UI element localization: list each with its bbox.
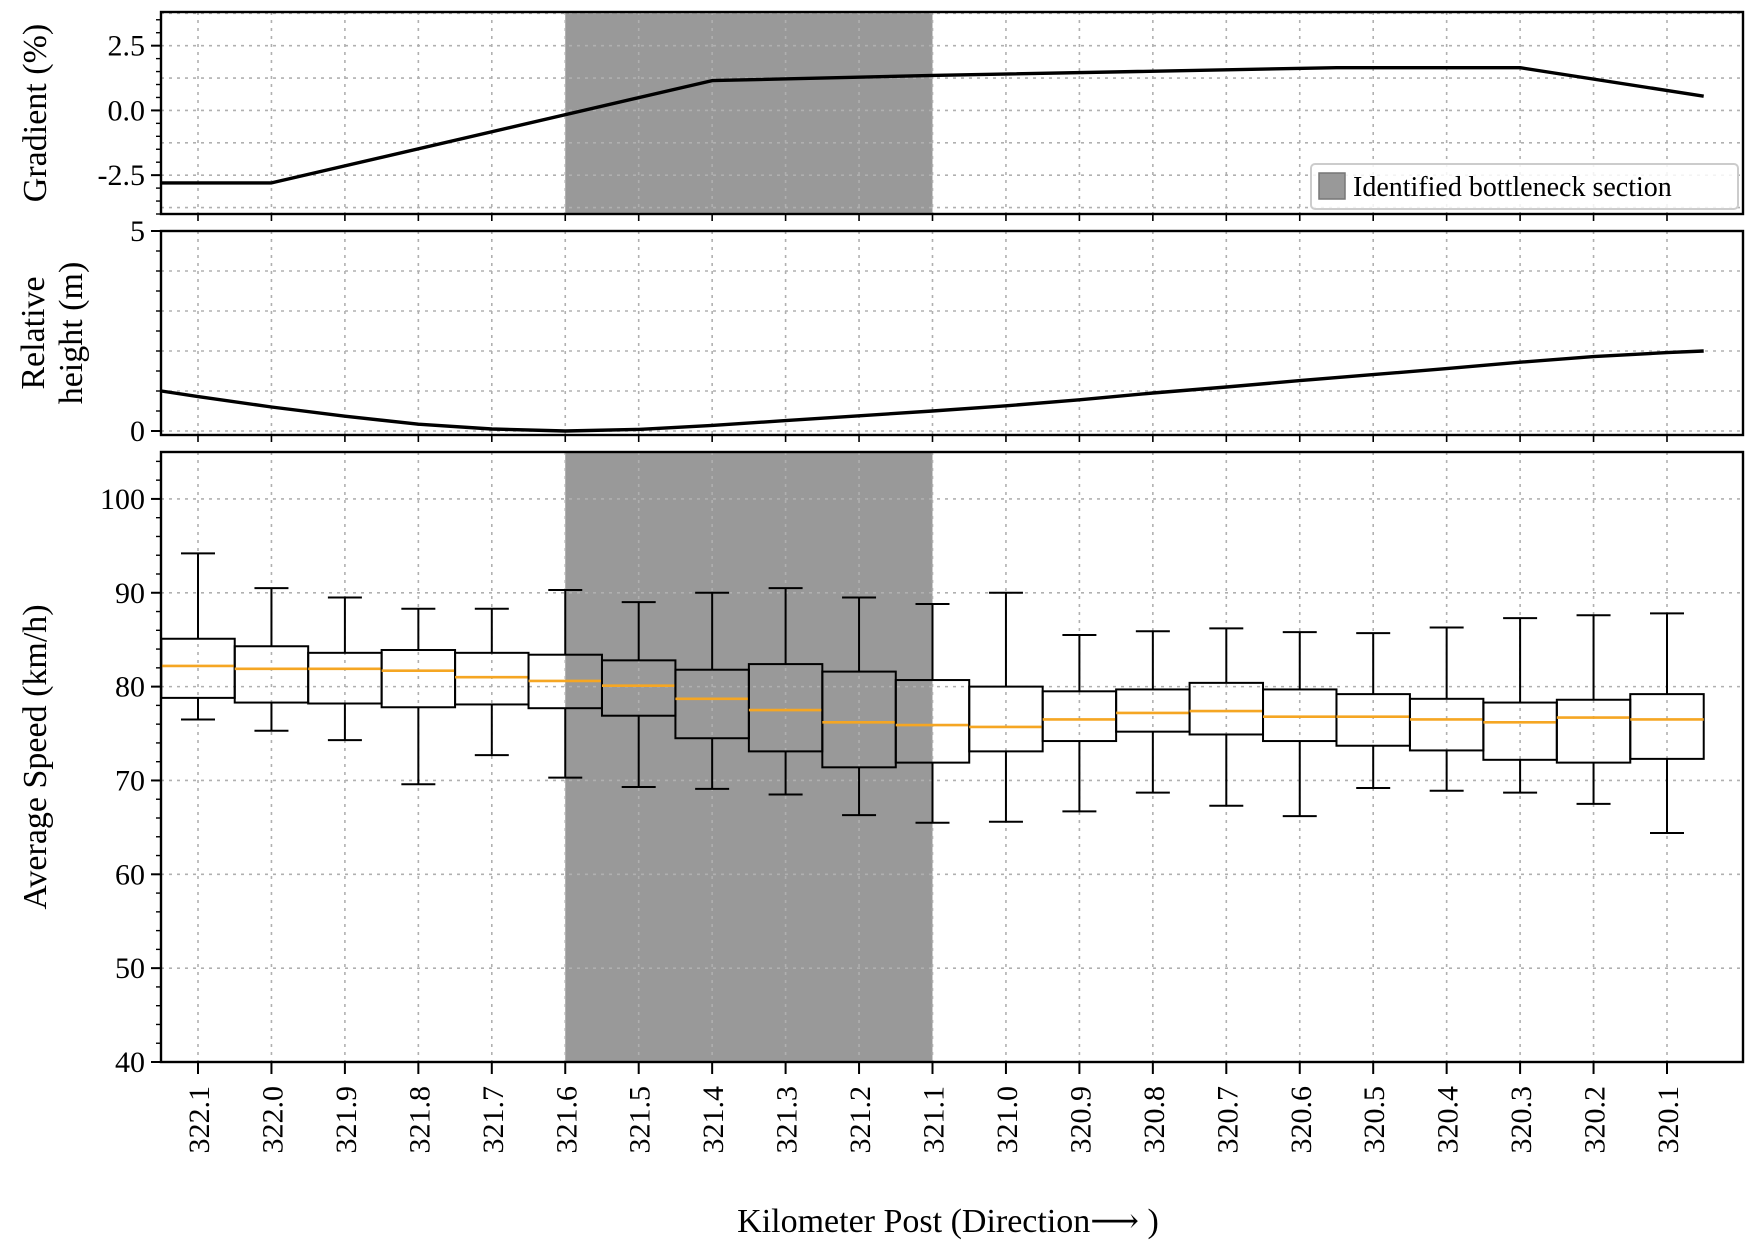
x-tick-label: 321.8 [403,1086,436,1154]
legend-label-bottleneck: Identified bottleneck section [1353,172,1672,203]
x-tick-label: 321.0 [991,1086,1024,1154]
y-tick-label-gradient: 0.0 [108,94,146,127]
legend: Identified bottleneck section [1310,163,1739,210]
box-321.7 [454,607,530,757]
y-tick-label-speed: 90 [115,577,145,610]
data-layer [160,65,1705,835]
x-tick-label: 322.0 [256,1086,289,1154]
x-tick-label: 321.5 [624,1086,657,1154]
box-322.0 [233,587,310,732]
x-tick-label: 321.2 [844,1086,877,1154]
box-321.1 [894,603,971,824]
box-iqr [1629,693,1705,760]
series-line-gradient [161,65,1704,185]
x-tick-label: 321.4 [697,1086,730,1154]
x-tick-label: 322.1 [183,1086,216,1154]
axes-frame-gradient [159,10,1745,216]
bottleneck-highlight-layer [565,12,933,1062]
box-320.9 [1041,634,1118,813]
x-tick-label: 320.7 [1211,1086,1244,1154]
x-tick-label: 320.6 [1285,1086,1318,1154]
box-321.9 [307,596,383,742]
y-tick-label-gradient: -2.5 [98,159,146,192]
axes-frame-speed [159,450,1745,1064]
axes-frame-layer [151,10,1745,1074]
bottleneck-band-speed [565,452,933,1062]
x-tick-label: 321.7 [477,1086,510,1154]
tick-label-layer: -2.5 0.0 2.5 0 5 40 50 60 70 80 90 100 322.1 322.0 321… [98,30,1686,1154]
box-320.3 [1482,617,1558,794]
y-axis-label-speed: Average Speed (km/h) [17,604,54,909]
x-tick-label: 320.2 [1579,1086,1612,1154]
box-320.1 [1629,612,1705,835]
y-tick-label-speed: 70 [115,764,145,797]
x-tick-label: 320.9 [1064,1086,1097,1154]
box-321.0 [968,591,1044,823]
x-tick-label: 320.8 [1138,1086,1171,1154]
y-tick-label-height: 0 [130,415,145,448]
y-tick-label-gradient: 2.5 [108,30,146,63]
box-320.8 [1115,630,1191,794]
series-line-height [161,349,1704,433]
y-tick-label-height: 5 [130,215,145,248]
box-320.7 [1188,627,1265,807]
box-320.4 [1408,626,1485,792]
axes-frame-height [159,229,1745,437]
y-tick-label-speed: 60 [115,858,145,891]
x-tick-label: 320.4 [1432,1086,1465,1154]
box-iqr [1482,701,1558,761]
x-tick-label: 321.3 [771,1086,804,1154]
y-axis-label-height: height (m) [53,262,90,405]
box-321.4 [674,591,750,790]
y-tick-label-speed: 80 [115,671,145,704]
box-320.5 [1335,632,1411,789]
x-tick-label: 321.1 [918,1086,951,1154]
y-axis-label-height: Relative [15,276,52,389]
bottleneck-band-gradient [565,12,933,214]
x-tick-label: 320.5 [1358,1086,1391,1154]
y-tick-label-speed: 50 [115,952,145,985]
box-321.8 [380,607,457,786]
x-tick-label: 321.9 [330,1086,363,1154]
x-tick-label: 321.6 [550,1086,583,1154]
legend-frame [1310,163,1739,210]
x-tick-label: 320.3 [1505,1086,1538,1154]
x-tick-label: 320.1 [1652,1086,1685,1154]
x-axis-label: Kilometer Post (Direction⟶ ) [737,1203,1159,1240]
y-tick-label-speed: 40 [115,1046,145,1079]
y-axis-label-gradient: Gradient (%) [17,24,54,202]
y-tick-label-speed: 100 [100,483,145,516]
legend-swatch-bottleneck [1318,172,1346,200]
y-axis-label-layer: Gradient (%) Relative height (m) Average Sp… [15,24,90,910]
box-320.6 [1262,631,1338,818]
